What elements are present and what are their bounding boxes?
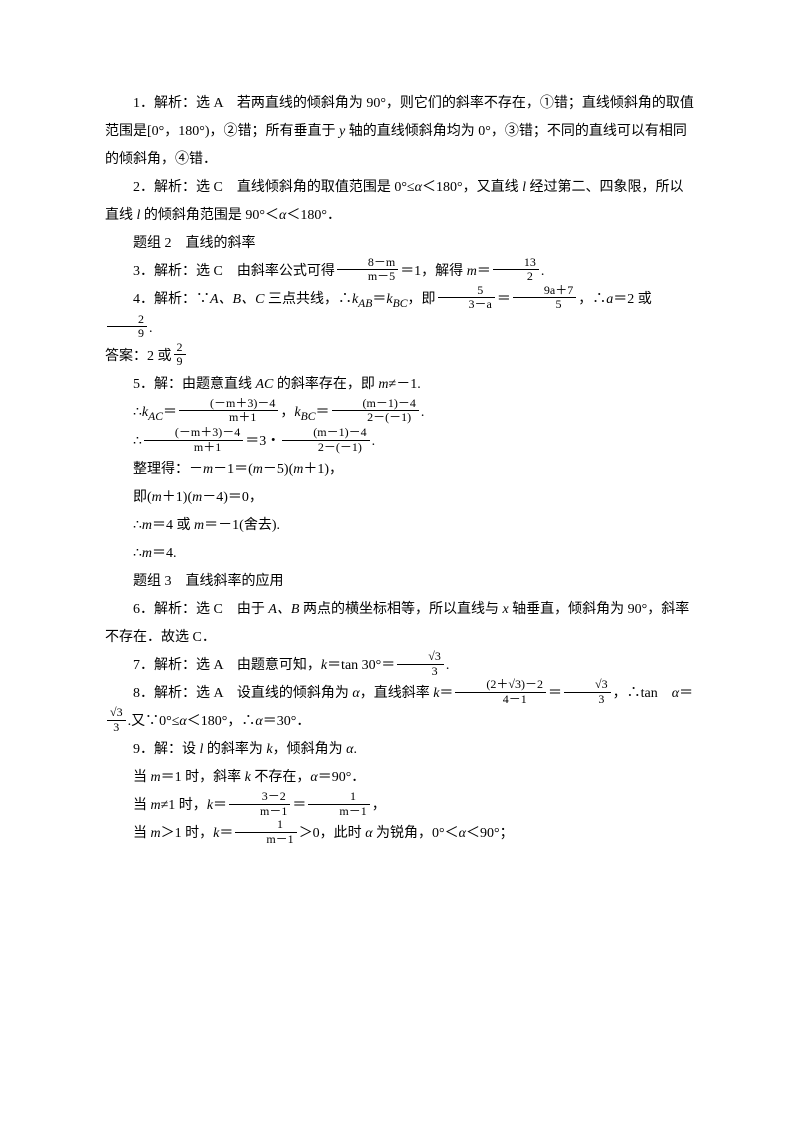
solution-8-line2: √33.又∵0°≤α＜180°，∴α＝30°． bbox=[105, 708, 695, 736]
solution-5-line1: 5．解：由题意直线 AC 的斜率存在，即 m≠－1. bbox=[105, 371, 695, 399]
solution-7: 7．解析：选 A 由题意可知，k＝tan 30°＝√33. bbox=[105, 652, 695, 680]
solution-4: 4．解析：∵A、B、C 三点共线，∴kAB＝kBC，即53－a＝9a＋75，∴a… bbox=[105, 286, 695, 343]
solution-8-line1: 8．解析：选 A 设直线的倾斜角为 α，直线斜率 k＝(2＋√3)－24－1＝√… bbox=[105, 680, 695, 708]
solution-5-line7: ∴m＝4. bbox=[105, 540, 695, 568]
group-2-title: 题组 2 直线的斜率 bbox=[105, 230, 695, 258]
solution-5-line6: ∴m＝4 或 m＝－1(舍去). bbox=[105, 512, 695, 540]
solution-5-line2: ∴kAC＝(－m＋3)－4m＋1，kBC＝(m－1)－42－(－1). bbox=[105, 399, 695, 428]
solution-5-line5: 即(m＋1)(m－4)＝0， bbox=[105, 484, 695, 512]
solution-1: 1．解析：选 A 若两直线的倾斜角为 90°，则它们的斜率不存在，①错；直线倾斜… bbox=[105, 90, 695, 174]
solution-6: 6．解析：选 C 由于 A、B 两点的横坐标相等，所以直线与 x 轴垂直，倾斜角… bbox=[105, 596, 695, 652]
answer-4: 答案：2 或29 bbox=[105, 343, 695, 371]
solution-3: 3．解析：选 C 由斜率公式可得8－mm－5＝1，解得 m＝132. bbox=[105, 258, 695, 286]
solution-2: 2．解析：选 C 直线倾斜角的取值范围是 0°≤α＜180°，又直线 l 经过第… bbox=[105, 174, 695, 230]
solution-9-line3: 当 m≠1 时，k＝3－2m－1＝1m－1， bbox=[105, 792, 695, 820]
solution-9-line1: 9．解：设 l 的斜率为 k，倾斜角为 α. bbox=[105, 736, 695, 764]
solution-9-line4: 当 m＞1 时，k＝1m－1＞0，此时 α 为锐角，0°＜α＜90°； bbox=[105, 820, 695, 848]
solution-9-line2: 当 m＝1 时，斜率 k 不存在，α＝90°． bbox=[105, 764, 695, 792]
group-3-title: 题组 3 直线斜率的应用 bbox=[105, 568, 695, 596]
document-page: 1．解析：选 A 若两直线的倾斜角为 90°，则它们的斜率不存在，①错；直线倾斜… bbox=[0, 0, 800, 1132]
solution-5-line3: ∴(－m＋3)－4m＋1＝3・(m－1)－42－(－1). bbox=[105, 428, 695, 456]
solution-5-line4: 整理得：－m－1＝(m－5)(m＋1)， bbox=[105, 456, 695, 484]
